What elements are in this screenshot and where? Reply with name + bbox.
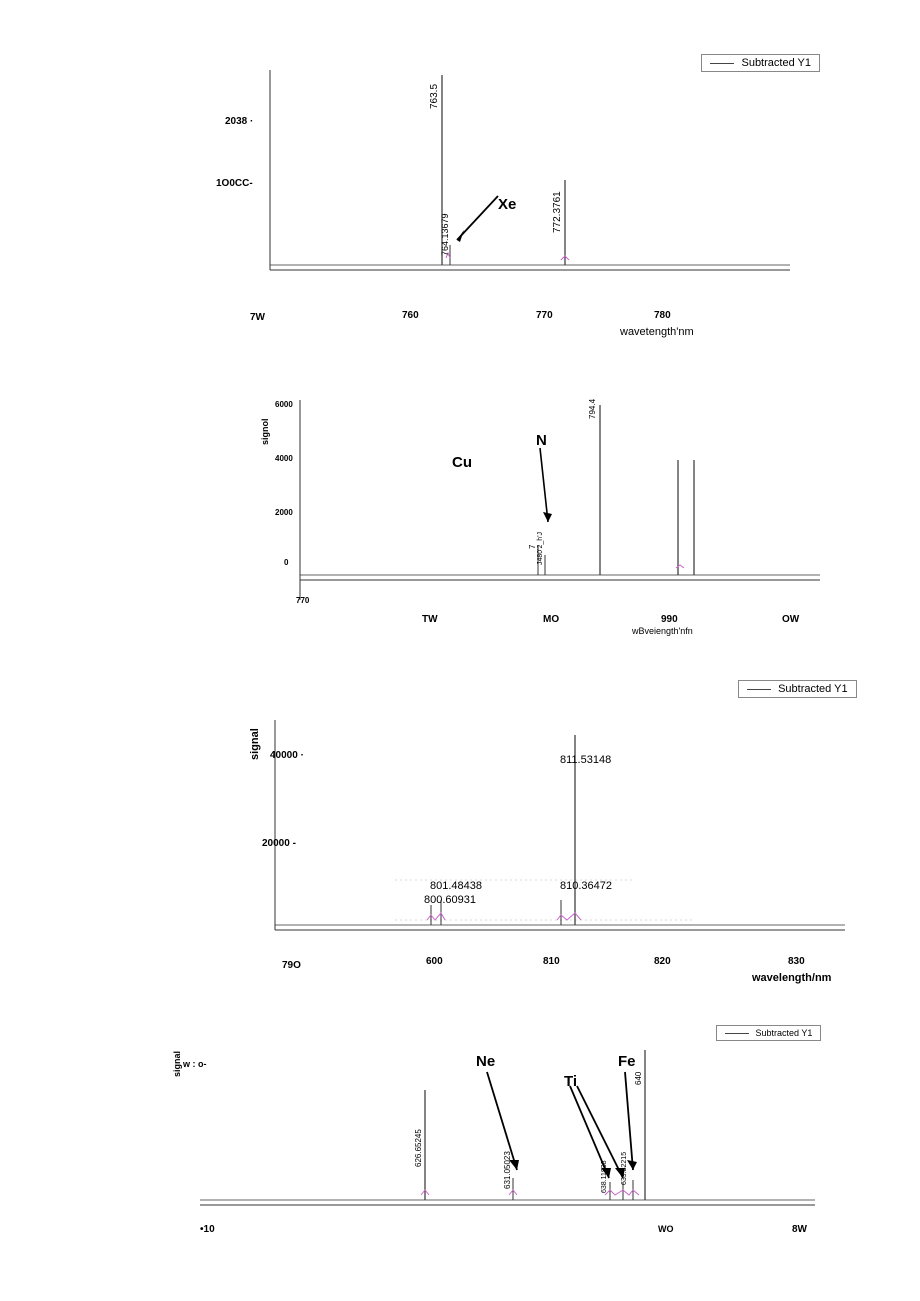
legend-line-icon-3 — [747, 689, 771, 690]
c4-xtick-8w: 8W — [792, 1224, 807, 1235]
c3-y-title: signal — [249, 728, 261, 760]
legend-box-c4: Subtracted Y1 — [716, 1025, 821, 1041]
legend-box-c3: Subtracted Y1 — [738, 680, 857, 698]
chart-2 — [280, 400, 820, 620]
c4-anno-fe: Fe — [618, 1053, 636, 1070]
c2-ytick-6000: 6000 — [275, 400, 293, 409]
c2-anno-cu: Cu — [452, 454, 472, 471]
c2-ytick-4000: 4000 — [275, 454, 293, 463]
c3-peak-801: 801.48438 — [430, 880, 482, 892]
c3-ytick-40000: 40000 · — [270, 750, 304, 761]
c4-xtick-wo: WO — [658, 1224, 674, 1234]
c2-ytick-2000: 2000 — [275, 508, 293, 517]
c1-xtick-750: 7W — [250, 312, 265, 323]
c3-x-title: wavelength/nm — [752, 972, 831, 984]
c2-peak-7: 7 — [528, 545, 537, 549]
c1-xtick-770: 770 — [536, 310, 553, 321]
legend-line-icon — [710, 63, 734, 64]
c4-peak-638: 638.11838 — [601, 1160, 608, 1193]
c2-peak-794: 794.4 — [588, 399, 597, 419]
c1-x-title: wavetength'nm — [620, 326, 694, 338]
c3-xtick-820: 820 — [654, 956, 671, 967]
c3-xtick-790: 79O — [282, 960, 301, 971]
c3-peak-810: 810.36472 — [560, 880, 612, 892]
c2-xtick-770: 770 — [296, 596, 309, 605]
c4-y-title: signal — [172, 1051, 182, 1077]
legend-line-icon-4 — [725, 1033, 749, 1034]
chart-2-svg — [280, 400, 820, 620]
chart-3 — [255, 720, 845, 960]
c4-xtick-10: •10 — [200, 1224, 215, 1235]
c4-peak-639: 639.32215 — [621, 1152, 628, 1185]
c3-xtick-830: 830 — [788, 956, 805, 967]
c1-ytick-1000: 1O0CC- — [216, 178, 253, 189]
chart-3-svg — [255, 720, 845, 960]
c3-peak-800: 800.60931 — [424, 894, 476, 906]
legend-text-4: Subtracted Y1 — [756, 1028, 813, 1038]
c4-ytick: w : o- — [183, 1059, 207, 1069]
c4-peak-631: 631.05023 — [503, 1151, 512, 1189]
c1-anno-xe: Xe — [498, 196, 516, 213]
c4-peak-640: 640 — [634, 1072, 643, 1085]
c3-xtick-810: 810 — [543, 956, 560, 967]
chart-4 — [195, 1050, 815, 1230]
chart-4-svg — [195, 1050, 815, 1230]
c4-anno-ti: Ti — [564, 1073, 577, 1090]
c2-x-title: wBveiength'nfn — [632, 626, 693, 636]
c2-xtick-OW: OW — [782, 614, 799, 625]
c3-peak-811: 811.53148 — [560, 754, 611, 766]
c2-ytick-0: 0 — [284, 558, 288, 567]
c2-xtick-TW: TW — [422, 614, 438, 625]
legend-text: Subtracted Y1 — [741, 57, 811, 69]
legend-text-3: Subtracted Y1 — [778, 683, 848, 695]
c2-peak-j: J480'2_h'J — [537, 532, 544, 565]
c1-peak-772: 772.3761 — [552, 191, 563, 233]
c1-ytick-2038: 2038 · — [225, 116, 253, 127]
c1-xtick-760: 760 — [402, 310, 419, 321]
c3-xtick-800: 600 — [426, 956, 443, 967]
c1-peak-7635: 763.5 — [429, 84, 440, 109]
c3-ytick-20000: 20000 - — [262, 838, 296, 849]
c2-y-title: signol — [260, 419, 270, 446]
c4-anno-ne: Ne — [476, 1053, 495, 1070]
c1-xtick-780: 780 — [654, 310, 671, 321]
c4-peak-626: 626.65245 — [414, 1129, 423, 1167]
c2-xtick-990: 990 — [661, 614, 678, 625]
c2-anno-n: N — [536, 432, 547, 449]
c2-xtick-MO: MO — [543, 614, 559, 625]
c1-peak-764: 764.13679 — [440, 213, 450, 256]
